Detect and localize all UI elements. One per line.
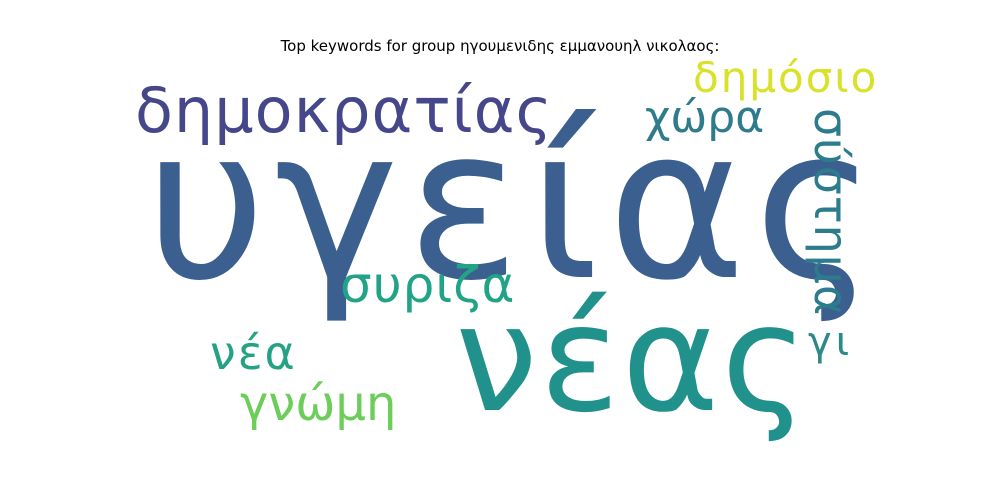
word-syriza: συριζα — [340, 256, 516, 314]
word-dimosio: δημόσιο — [693, 53, 879, 102]
word-nea: νέα — [210, 326, 297, 380]
word-gnomi: γνώμη — [240, 376, 397, 432]
word-ygeias: υγείας — [145, 82, 886, 327]
word-xora: χώρα — [645, 92, 765, 143]
word-gi: γι — [808, 319, 854, 365]
chart-title: Top keywords for group ηγουμενιδης εμμαν… — [280, 37, 720, 55]
word-neas: νέας — [455, 273, 811, 445]
word-systima: σύστημα — [804, 108, 858, 317]
word-dimokratias: δημοκρατίας — [135, 74, 553, 147]
